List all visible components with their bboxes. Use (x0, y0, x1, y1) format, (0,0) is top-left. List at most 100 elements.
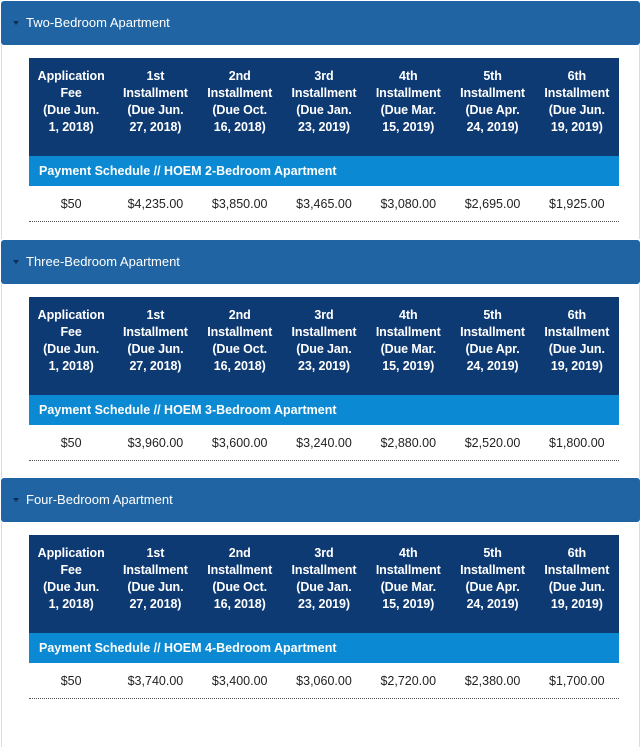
column-header-line: 24, 2019) (466, 120, 519, 134)
column-header: 3rd Installment (Due Jan. 23, 2019) (282, 535, 366, 633)
column-header-line: 3rd (314, 546, 334, 560)
column-header-line: 4th (399, 308, 418, 322)
payment-schedule-table: Application Fee (Due Jun. 1, 2018) 1st Instal… (29, 535, 619, 699)
column-header: 2nd Installment (Due Oct. 16, 2018) (198, 535, 282, 633)
column-header-line: 19, 2019) (550, 597, 603, 611)
payment-schedule-table: Application Fee (Due Jun. 1, 2018) 1st Instal… (29, 297, 619, 461)
column-header-line: Installment (460, 563, 525, 577)
column-header-line: (Due Jun. (548, 580, 605, 594)
column-header-line: 1st (146, 546, 165, 560)
column-header: 6th Installment (Due Jun. 19, 2019) (535, 535, 619, 633)
column-header-line: 5th (483, 308, 502, 322)
column-header-line: 27, 2018) (129, 120, 182, 134)
column-header-line: 23, 2019) (298, 597, 350, 611)
table-cell: $3,960.00 (127, 436, 184, 450)
column-header: 6th Installment (Due Jun. 19, 2019) (535, 58, 619, 156)
column-header-line: 2nd (228, 308, 251, 322)
column-header-line: (Due Jan. (296, 342, 352, 356)
column-header: 6th Installment (Due Jun. 19, 2019) (535, 297, 619, 395)
caret-down-icon (13, 260, 19, 264)
column-header-line: 3rd (314, 308, 334, 322)
column-header: 3rd Installment (Due Jan. 23, 2019) (282, 297, 366, 395)
column-header-line: 5th (483, 546, 502, 560)
column-header-line: (Due Jan. (296, 103, 352, 117)
column-header-line: 1, 2018) (48, 120, 94, 134)
column-header-line: 19, 2019) (550, 120, 603, 134)
table-cell: $2,720.00 (380, 674, 437, 688)
accordion-header-2-bedroom[interactable]: Two-Bedroom Apartment (1, 1, 640, 45)
accordion-title: Three-Bedroom Apartment (26, 254, 180, 269)
column-header-line: (Due Apr. (465, 103, 520, 117)
table-cell: $2,695.00 (464, 197, 521, 211)
column-header: 4th Installment (Due Mar. 15, 2019) (366, 535, 450, 633)
table-cell: $4,235.00 (127, 197, 184, 211)
column-header-line: (Due Mar. (380, 342, 436, 356)
column-header-line: 4th (399, 546, 418, 560)
column-header-line: Application (37, 308, 105, 322)
column-header-line: 16, 2018) (213, 359, 266, 373)
column-header-line: Application (37, 546, 105, 560)
column-header-line: 16, 2018) (213, 120, 266, 134)
column-header-line: 24, 2019) (466, 597, 519, 611)
column-header-line: Installment (544, 86, 610, 100)
column-header-line: Installment (122, 563, 188, 577)
column-header-line: Installment (207, 325, 273, 339)
column-header-line: 27, 2018) (129, 359, 182, 373)
column-header: 2nd Installment (Due Oct. 16, 2018) (198, 297, 282, 395)
column-header-line: (Due Mar. (380, 580, 436, 594)
column-header-line: (Due Oct. (212, 103, 268, 117)
table-cell: $1,800.00 (549, 436, 605, 450)
column-header-line: Installment (291, 563, 357, 577)
accordion-header-4-bedroom[interactable]: Four-Bedroom Apartment (1, 478, 640, 522)
accordion-title: Two-Bedroom Apartment (26, 15, 170, 30)
column-header-line: Fee (60, 563, 82, 577)
column-header-line: 1, 2018) (48, 359, 94, 373)
column-header-line: 1, 2018) (48, 597, 94, 611)
column-header-line: 3rd (314, 69, 334, 83)
table-header-row: Application Fee (Due Jun. 1, 2018) 1st Instal… (29, 535, 619, 633)
column-header-line: Installment (544, 325, 610, 339)
column-header-line: (Due Jan. (296, 580, 352, 594)
column-header: 1st Installment (Due Jun. 27, 2018) (113, 297, 197, 395)
column-header-line: 4th (399, 69, 418, 83)
column-header-line: 1st (146, 69, 165, 83)
column-header-line: Application (37, 69, 105, 83)
table-cell: $3,400.00 (211, 674, 268, 688)
column-header: 1st Installment (Due Jun. 27, 2018) (113, 535, 197, 633)
table-header-row: Application Fee (Due Jun. 1, 2018) 1st Instal… (29, 297, 619, 395)
column-header: Application Fee (Due Jun. 1, 2018) (29, 535, 113, 633)
column-header-line: Installment (291, 86, 357, 100)
caret-down-icon (13, 21, 19, 25)
table-cell: $2,380.00 (464, 674, 521, 688)
accordion-header-3-bedroom[interactable]: Three-Bedroom Apartment (1, 240, 640, 284)
caret-down-icon (13, 498, 19, 502)
column-header-line: 24, 2019) (466, 359, 519, 373)
column-header-line: Fee (60, 86, 82, 100)
column-header-line: Installment (375, 86, 441, 100)
column-header-line: 2nd (228, 546, 251, 560)
column-header: 4th Installment (Due Mar. 15, 2019) (366, 297, 450, 395)
column-header-line: 23, 2019) (298, 120, 350, 134)
table-caption: Payment Schedule // HOEM 4-Bedroom Apart… (29, 633, 619, 663)
column-header-line: (Due Jun. (43, 103, 100, 117)
column-header: 3rd Installment (Due Jan. 23, 2019) (282, 58, 366, 156)
table-cell: $50 (60, 197, 82, 211)
table-caption: Payment Schedule // HOEM 3-Bedroom Apart… (29, 395, 619, 425)
column-header-line: Installment (375, 563, 441, 577)
column-header-line: 15, 2019) (382, 359, 435, 373)
table-cell: $2,880.00 (380, 436, 437, 450)
column-header-line: 27, 2018) (129, 597, 182, 611)
column-header-line: 15, 2019) (382, 597, 435, 611)
column-header-line: Installment (544, 563, 610, 577)
table-cell: $50 (60, 436, 82, 450)
column-header-line: 15, 2019) (382, 120, 435, 134)
table-cell: $3,060.00 (296, 674, 352, 688)
column-header-line: (Due Jun. (127, 580, 184, 594)
table-cell: $2,520.00 (464, 436, 521, 450)
table-cell: $3,465.00 (296, 197, 352, 211)
table-row: $50 $3,740.00 $3,400.00 $3,060.00 $2,720.00 $… (29, 663, 619, 699)
column-header-line: 6th (567, 308, 587, 322)
table-cell: $3,740.00 (127, 674, 184, 688)
column-header-line: 1st (146, 308, 165, 322)
table-row: $50 $3,960.00 $3,600.00 $3,240.00 $2,880.00 $… (29, 425, 619, 461)
